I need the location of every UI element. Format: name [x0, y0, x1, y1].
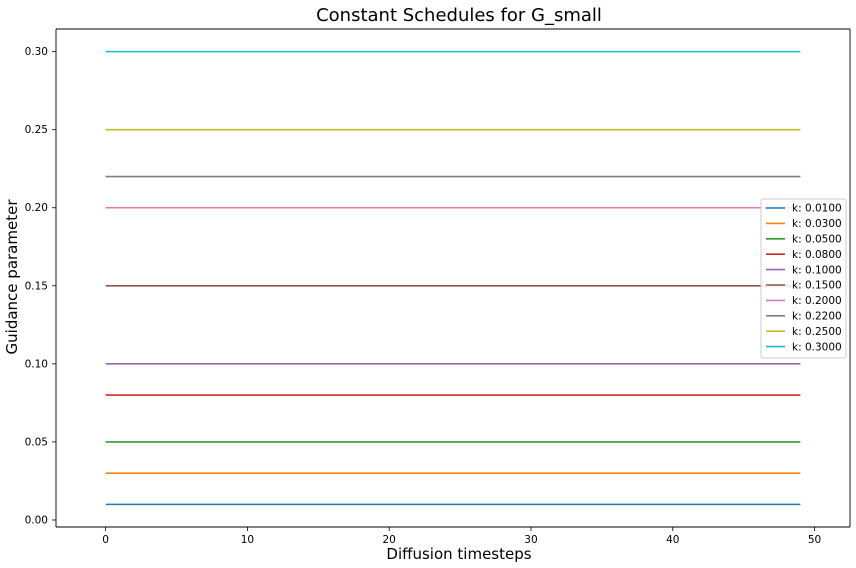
y-tick-label: 0.00 — [25, 514, 48, 526]
x-tick-label: 50 — [808, 534, 821, 546]
x-tick-label: 10 — [241, 534, 254, 546]
legend-label: k: 0.0100 — [792, 203, 842, 215]
y-tick-label: 0.15 — [25, 280, 48, 292]
legend: k: 0.0100 k: 0.0300 k: 0.0500 k: 0.0800 k: 0… — [760, 198, 847, 359]
legend-label: k: 0.2200 — [792, 311, 842, 323]
legend-label: k: 0.2500 — [792, 326, 842, 338]
x-tick-label: 30 — [524, 534, 537, 546]
legend-label: k: 0.0800 — [792, 249, 842, 261]
y-tick-label: 0.30 — [25, 46, 48, 58]
legend-label: k: 0.2000 — [792, 295, 842, 307]
y-tick-label: 0.20 — [25, 202, 48, 214]
x-tick-label: 40 — [666, 534, 679, 546]
y-tick-label: 0.25 — [25, 124, 48, 136]
legend-label: k: 0.3000 — [792, 341, 842, 353]
x-axis-label: Diffusion timesteps — [386, 545, 531, 563]
y-tick-label: 0.10 — [25, 358, 48, 370]
x-tick-label: 0 — [102, 534, 109, 546]
y-tick-label: 0.05 — [25, 436, 48, 448]
axes-group — [55, 28, 851, 528]
legend-label: k: 0.0500 — [792, 234, 842, 246]
ticks-group: 0 10 20 30 40 50 0.00 0.05 0.10 0.15 0.20 0.25 0.30 — [25, 46, 822, 546]
legend-label: k: 0.1000 — [792, 264, 842, 276]
chart-title: Constant Schedules for G_small — [316, 5, 602, 26]
plot-series-group — [105, 50, 801, 506]
legend-label: k: 0.0300 — [792, 218, 842, 230]
x-tick-label: 20 — [383, 534, 396, 546]
y-axis-label: Guidance parameter — [3, 199, 21, 355]
legend-label: k: 0.1500 — [792, 280, 842, 292]
